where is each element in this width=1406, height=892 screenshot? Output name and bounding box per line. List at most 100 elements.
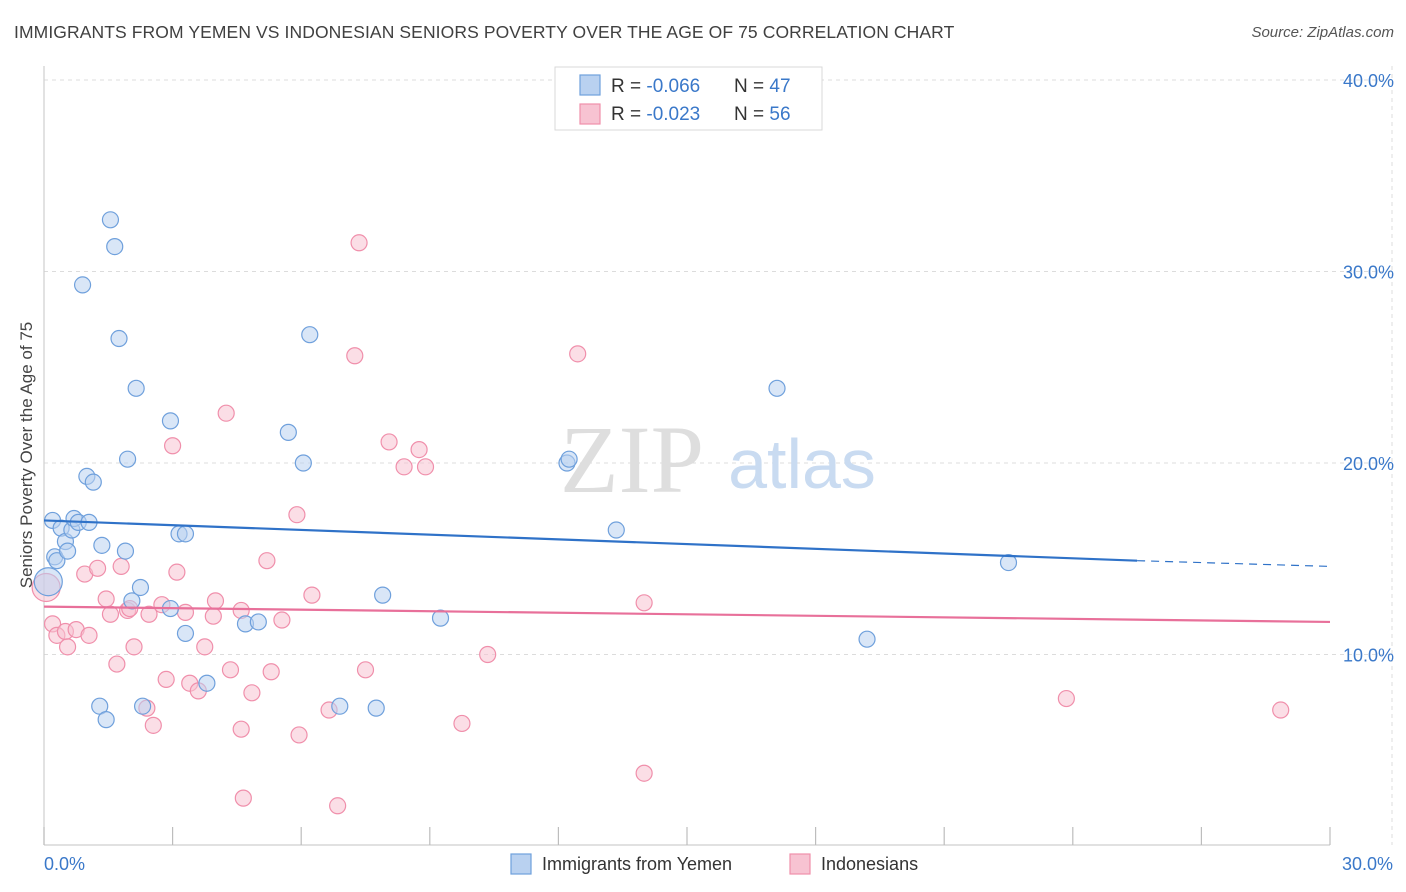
data-point-indonesians (635, 594, 653, 612)
data-point-yemen (999, 553, 1018, 572)
data-point-yemen (118, 450, 137, 468)
data-point-indonesians (273, 611, 291, 629)
data-point-indonesians (217, 404, 235, 422)
data-point-yemen (116, 542, 135, 560)
grid-lines (44, 66, 1393, 845)
data-point-yemen (33, 567, 63, 597)
data-point-yemen (73, 276, 92, 294)
watermark-zip: ZIP (560, 406, 704, 513)
data-point-indonesians (1272, 701, 1290, 719)
data-point-yemen (279, 423, 297, 441)
data-point-indonesians (243, 684, 261, 702)
data-point-indonesians (125, 638, 143, 656)
data-point-indonesians (1057, 689, 1075, 708)
data-point-yemen (127, 379, 145, 397)
legend-bottom: Immigrants from Yemen Indonesians (510, 853, 918, 875)
y-tick-label: 30.0% (1343, 263, 1394, 283)
data-point-indonesians (88, 559, 107, 577)
legend-swatch-yemen (579, 74, 601, 96)
data-point-yemen (301, 326, 319, 344)
y-tick-label: 10.0% (1343, 646, 1394, 666)
data-point-yemen (176, 624, 195, 643)
x-tick-label-max: 30.0% (1342, 854, 1393, 874)
data-point-indonesians (140, 605, 158, 623)
series-indonesians (31, 234, 1290, 815)
y-tick-label: 40.0% (1343, 71, 1394, 91)
data-point-indonesians (221, 661, 240, 679)
legend-n-value: 56 (769, 104, 790, 125)
watermark: ZIP atlas (560, 406, 876, 513)
legend-n-label: N = (734, 76, 769, 97)
legend-r-label: R = (611, 104, 646, 125)
data-point-indonesians (329, 797, 347, 815)
data-point-yemen (198, 674, 216, 692)
data-point-yemen (101, 211, 120, 229)
data-point-yemen (374, 586, 392, 604)
data-point-indonesians (262, 663, 280, 681)
x-tick-label-min: 0.0% (44, 854, 85, 874)
svg-text:R = -0.066: R = -0.066 (611, 76, 700, 97)
data-point-indonesians (206, 592, 225, 610)
data-point-indonesians (288, 506, 306, 524)
data-point-indonesians (112, 557, 130, 576)
data-point-indonesians (346, 347, 364, 365)
data-point-yemen (93, 536, 111, 554)
data-point-yemen (106, 238, 124, 256)
legend-bottom-swatch-indonesians (789, 853, 811, 875)
data-point-indonesians (290, 726, 308, 744)
data-point-yemen (560, 450, 578, 468)
svg-text:N = 47: N = 47 (734, 76, 791, 97)
data-point-yemen (58, 542, 77, 560)
trend-lines (43, 519, 1331, 624)
data-point-yemen (97, 711, 115, 729)
data-point-indonesians (232, 720, 250, 738)
series-yemen (33, 211, 1018, 729)
y-axis-label: Seniors Poverty Over the Age of 75 (17, 322, 36, 588)
svg-text:N = 56: N = 56 (734, 104, 791, 125)
data-point-indonesians (176, 603, 195, 621)
legend-top: R = -0.066 N = 47 R = -0.023 N = 56 (554, 66, 823, 131)
data-point-yemen (110, 329, 128, 348)
data-point-indonesians (80, 626, 98, 644)
legend-r-value: -0.023 (646, 104, 700, 125)
data-point-indonesians (168, 563, 186, 581)
data-point-indonesians (410, 440, 428, 459)
data-point-yemen (294, 454, 312, 472)
data-point-indonesians (479, 645, 497, 664)
trend-line-extension-yemen (1137, 560, 1331, 568)
data-point-yemen (768, 379, 786, 397)
legend-bottom-swatch-yemen (510, 853, 532, 875)
data-point-indonesians (416, 458, 435, 476)
legend-n-label: N = (734, 104, 769, 125)
data-point-yemen (367, 699, 385, 717)
data-point-indonesians (356, 661, 375, 679)
legend-r-label: R = (611, 76, 646, 97)
axes (43, 66, 1331, 846)
legend-n-value: 47 (769, 76, 790, 97)
data-point-indonesians (58, 638, 77, 656)
tick-labels: 10.0% 20.0% 30.0% 40.0% 0.0% 30.0% (44, 71, 1394, 874)
svg-text:R = -0.023: R = -0.023 (611, 104, 700, 125)
data-point-indonesians (196, 638, 214, 656)
data-point-indonesians (635, 764, 653, 782)
data-point-yemen (607, 521, 625, 539)
data-point-indonesians (204, 607, 222, 625)
data-point-indonesians (350, 234, 368, 252)
data-point-indonesians (144, 716, 162, 734)
data-point-yemen (133, 697, 152, 715)
data-point-yemen (161, 412, 180, 430)
legend-r-value: -0.066 (646, 76, 700, 97)
data-point-indonesians (380, 433, 398, 451)
data-point-yemen (176, 525, 195, 543)
data-point-yemen (431, 609, 450, 627)
data-point-yemen (858, 630, 876, 648)
legend-bottom-label-yemen: Immigrants from Yemen (542, 854, 732, 874)
trend-line-indonesians (43, 605, 1331, 624)
data-point-indonesians (108, 655, 126, 673)
chart-title: IMMIGRANTS FROM YEMEN VS INDONESIAN SENI… (14, 22, 955, 42)
data-point-yemen (123, 592, 141, 610)
legend-bottom-label-indonesians: Indonesians (821, 854, 918, 874)
trend-line-yemen (43, 519, 1138, 562)
data-point-indonesians (234, 789, 252, 807)
